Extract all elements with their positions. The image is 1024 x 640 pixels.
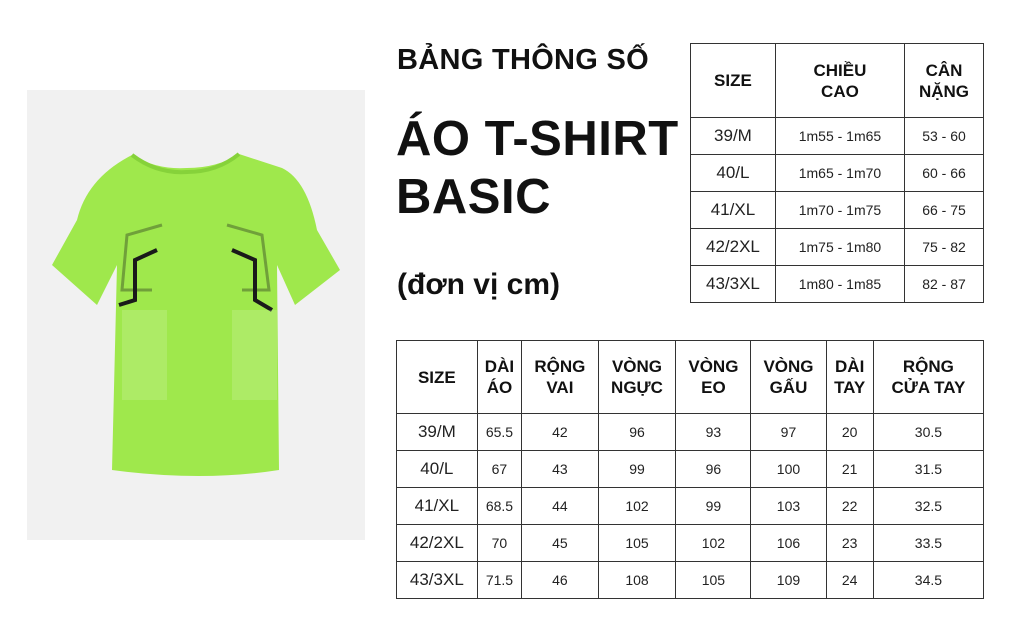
table-row: 41/XL 1m70 - 1m75 66 - 75	[690, 191, 984, 229]
fit-size-table: SIZE CHIỀU CAO CÂN NẶNG 39/M 1m55 - 1m65 53 -…	[690, 43, 984, 303]
column-header: RỘNG CỬA TAY	[872, 340, 985, 414]
column-header: RỘNG VAI	[521, 340, 599, 414]
header-row: SIZE DÀI ÁO RỘNG VAI VÒNG NGỰC VÒNG EO VÒNG G…	[396, 340, 985, 414]
value-cell: 71.5	[476, 561, 523, 599]
value-cell: 32.5	[872, 487, 985, 525]
value-cell: 1m70 - 1m75	[774, 191, 906, 229]
table-row: 42/2XL 1m75 - 1m80 75 - 82	[690, 228, 984, 266]
value-cell: 105	[675, 561, 752, 599]
value-cell: 106	[750, 524, 827, 562]
value-cell: 96	[675, 450, 752, 488]
value-cell: 102	[675, 524, 752, 562]
measurement-table: SIZE DÀI ÁO RỘNG VAI VÒNG NGỰC VÒNG EO VÒNG G…	[396, 340, 985, 599]
product-photo	[27, 90, 365, 540]
table-row: 42/2XL 70 45 105 102 106 23 33.5	[396, 524, 985, 562]
unit-note: (đơn vị cm)	[397, 268, 561, 301]
product-title-line2: BASIC	[396, 170, 551, 224]
value-cell: 45	[521, 524, 599, 562]
heading-spec-table: BẢNG THÔNG SỐ	[397, 44, 650, 76]
value-cell: 67	[476, 450, 523, 488]
tshirt-image	[52, 152, 340, 476]
column-header: VÒNG GẤU	[750, 340, 827, 414]
size-cell: 41/XL	[690, 191, 776, 229]
value-cell: 108	[597, 561, 677, 599]
size-cell: 40/L	[396, 450, 478, 488]
size-cell: 42/2XL	[396, 524, 478, 562]
size-cell: 43/3XL	[396, 561, 478, 599]
value-cell: 1m55 - 1m65	[774, 117, 906, 155]
value-cell: 21	[825, 450, 874, 488]
value-cell: 82 - 87	[904, 265, 984, 303]
header-row: SIZE CHIỀU CAO CÂN NẶNG	[690, 43, 984, 118]
value-cell: 24	[825, 561, 874, 599]
column-header: DÀI TAY	[825, 340, 874, 414]
value-cell: 66 - 75	[904, 191, 984, 229]
value-cell: 60 - 66	[904, 154, 984, 192]
value-cell: 68.5	[476, 487, 523, 525]
value-cell: 93	[675, 413, 752, 451]
value-cell: 23	[825, 524, 874, 562]
value-cell: 1m75 - 1m80	[774, 228, 906, 266]
value-cell: 1m80 - 1m85	[774, 265, 906, 303]
column-header: SIZE	[396, 340, 478, 414]
value-cell: 109	[750, 561, 827, 599]
column-header: VÒNG NGỰC	[597, 340, 677, 414]
value-cell: 34.5	[872, 561, 985, 599]
value-cell: 43	[521, 450, 599, 488]
column-header: VÒNG EO	[675, 340, 752, 414]
value-cell: 31.5	[872, 450, 985, 488]
value-cell: 22	[825, 487, 874, 525]
table-row: 40/L 1m65 - 1m70 60 - 66	[690, 154, 984, 192]
value-cell: 99	[597, 450, 677, 488]
value-cell: 33.5	[872, 524, 985, 562]
value-cell: 20	[825, 413, 874, 451]
value-cell: 46	[521, 561, 599, 599]
table-row: 39/M 1m55 - 1m65 53 - 60	[690, 117, 984, 155]
table-row: 40/L 67 43 99 96 100 21 31.5	[396, 450, 985, 488]
value-cell: 100	[750, 450, 827, 488]
value-cell: 102	[597, 487, 677, 525]
value-cell: 97	[750, 413, 827, 451]
value-cell: 103	[750, 487, 827, 525]
size-cell: 40/L	[690, 154, 776, 192]
column-header: DÀI ÁO	[476, 340, 523, 414]
table-row: 43/3XL 1m80 - 1m85 82 - 87	[690, 265, 984, 303]
size-cell: 42/2XL	[690, 228, 776, 266]
column-header: SIZE	[690, 43, 776, 118]
value-cell: 30.5	[872, 413, 985, 451]
product-title-line1: ÁO T-SHIRT	[396, 112, 679, 166]
value-cell: 70	[476, 524, 523, 562]
size-cell: 39/M	[396, 413, 478, 451]
column-header: CHIỀU CAO	[774, 43, 906, 118]
table-row: 39/M 65.5 42 96 93 97 20 30.5	[396, 413, 985, 451]
size-cell: 41/XL	[396, 487, 478, 525]
value-cell: 53 - 60	[904, 117, 984, 155]
size-cell: 43/3XL	[690, 265, 776, 303]
value-cell: 75 - 82	[904, 228, 984, 266]
value-cell: 105	[597, 524, 677, 562]
column-header: CÂN NẶNG	[904, 43, 984, 118]
table-row: 41/XL 68.5 44 102 99 103 22 32.5	[396, 487, 985, 525]
value-cell: 65.5	[476, 413, 523, 451]
size-cell: 39/M	[690, 117, 776, 155]
value-cell: 96	[597, 413, 677, 451]
value-cell: 99	[675, 487, 752, 525]
table-row: 43/3XL 71.5 46 108 105 109 24 34.5	[396, 561, 985, 599]
value-cell: 44	[521, 487, 599, 525]
value-cell: 1m65 - 1m70	[774, 154, 906, 192]
product-title: ÁO T-SHIRT BASIC	[396, 110, 679, 226]
value-cell: 42	[521, 413, 599, 451]
